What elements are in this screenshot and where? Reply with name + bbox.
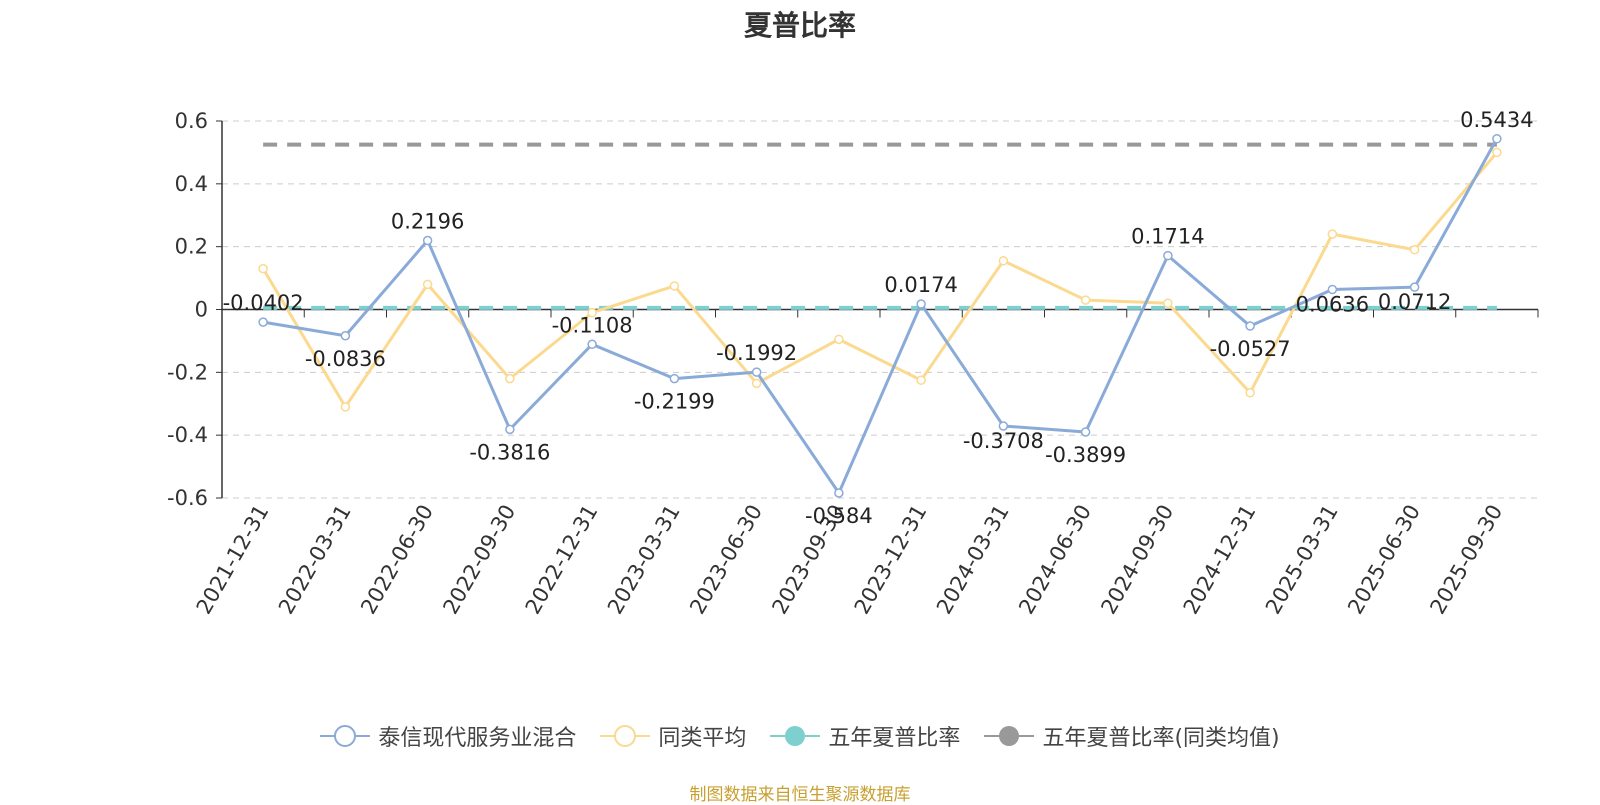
y-tick-label: 0.6 bbox=[175, 109, 208, 133]
data-label: -0.0836 bbox=[305, 347, 386, 371]
data-point-peer-average bbox=[669, 281, 680, 291]
data-label: 0.1714 bbox=[1131, 225, 1204, 249]
data-point-fund bbox=[834, 488, 844, 498]
data-label: 0.0712 bbox=[1378, 290, 1451, 314]
data-point-peer-average bbox=[1163, 298, 1173, 308]
x-tick-label: 2023-03-31 bbox=[603, 501, 685, 619]
filled-circle-line-icon bbox=[984, 726, 1035, 746]
data-point-peer-average bbox=[340, 402, 351, 412]
x-tick-label: 2021-12-31 bbox=[192, 501, 274, 619]
data-label: -0.584 bbox=[805, 504, 873, 528]
legend-item-peer[interactable]: 同类平均 bbox=[600, 720, 746, 752]
data-label: 0.0636 bbox=[1296, 293, 1369, 317]
legend-label-peer: 同类平均 bbox=[658, 726, 747, 751]
data-point-fund bbox=[1163, 250, 1173, 261]
data-point-fund bbox=[422, 235, 433, 246]
hollow-circle-line-icon bbox=[600, 725, 651, 747]
data-source-note: 制图数据来自恒生聚源数据库 bbox=[689, 785, 911, 805]
data-point-peer-average bbox=[751, 378, 762, 389]
y-tick-label: 0.4 bbox=[175, 172, 208, 196]
data-point-fund bbox=[1080, 427, 1091, 437]
data-point-peer-average bbox=[587, 307, 597, 318]
legend-item-five-year-peer[interactable]: 五年夏普比率(同类均值) bbox=[984, 720, 1280, 752]
x-tick-label: 2025-03-31 bbox=[1261, 501, 1343, 619]
series-line-peer-average bbox=[261, 151, 1499, 409]
legend-label-fund: 泰信现代服务业混合 bbox=[378, 726, 577, 751]
data-point-peer-average bbox=[505, 373, 515, 384]
y-tick-label: 0 bbox=[195, 298, 208, 322]
data-point-fund bbox=[258, 317, 268, 327]
data-label: 0.0174 bbox=[884, 273, 957, 297]
hollow-circle-line-icon bbox=[320, 725, 371, 747]
y-tick-label: 0.2 bbox=[175, 235, 208, 259]
y-tick-label: -0.2 bbox=[167, 360, 208, 384]
data-point-fund bbox=[1409, 282, 1420, 292]
x-tick-label: 2022-03-31 bbox=[274, 501, 356, 619]
data-point-peer-average bbox=[1492, 147, 1502, 158]
data-point-fund bbox=[669, 373, 680, 384]
data-point-fund bbox=[1492, 134, 1502, 144]
x-tick-label: 2022-12-31 bbox=[521, 501, 603, 619]
data-point-peer-average bbox=[834, 334, 844, 345]
series-line-fund bbox=[262, 138, 1499, 495]
data-label: -0.3708 bbox=[963, 429, 1044, 453]
data-label: 0.2196 bbox=[391, 210, 464, 234]
data-point-fund bbox=[505, 424, 515, 435]
y-tick-label: -0.6 bbox=[167, 486, 208, 510]
data-label: -0.1108 bbox=[552, 313, 633, 337]
data-point-peer-average bbox=[916, 375, 926, 385]
chart-title: 夏普比率 bbox=[743, 9, 856, 42]
data-point-fund bbox=[587, 339, 597, 350]
series-layer bbox=[258, 134, 1502, 498]
x-tick-label: 2024-03-31 bbox=[932, 501, 1014, 619]
x-tick-label: 2024-12-31 bbox=[1179, 501, 1261, 619]
data-point-peer-average bbox=[998, 256, 1009, 266]
data-point-fund bbox=[998, 421, 1009, 431]
data-label-layer: -0.0402 -0.0836 0.2196 -0.3816 -0.1108 -0.219… bbox=[223, 108, 1534, 528]
x-tick-label: 2023-06-30 bbox=[685, 501, 767, 619]
x-tick-label: 2022-09-30 bbox=[438, 501, 520, 619]
data-point-fund bbox=[751, 367, 762, 377]
legend-label-five-year: 五年夏普比率 bbox=[828, 726, 961, 751]
data-label: 0.5434 bbox=[1460, 108, 1533, 132]
data-point-fund bbox=[1245, 321, 1255, 331]
data-point-peer-average bbox=[1409, 245, 1420, 255]
data-point-peer-average bbox=[1080, 295, 1091, 305]
data-point-peer-average bbox=[258, 263, 268, 274]
filled-circle-line-icon bbox=[770, 726, 821, 746]
y-tick-label: -0.4 bbox=[167, 423, 208, 447]
data-label: -0.0402 bbox=[223, 291, 304, 315]
data-point-fund bbox=[340, 331, 351, 341]
data-label: -0.3816 bbox=[469, 440, 550, 464]
legend-label-five-year-peer: 五年夏普比率(同类均值) bbox=[1042, 726, 1280, 751]
x-tick-label: 2022-06-30 bbox=[356, 501, 438, 619]
data-point-fund bbox=[1327, 284, 1338, 295]
legend-item-fund[interactable]: 泰信现代服务业混合 bbox=[320, 720, 576, 752]
x-tick-label: 2025-06-30 bbox=[1343, 501, 1425, 619]
x-tick-label: 2024-09-30 bbox=[1096, 501, 1178, 619]
x-tick-label: 2025-09-30 bbox=[1425, 501, 1507, 619]
data-point-peer-average bbox=[422, 279, 433, 290]
x-tick-label: 2024-06-30 bbox=[1014, 501, 1096, 619]
data-point-peer-average bbox=[1327, 229, 1338, 239]
data-label: -0.2199 bbox=[634, 390, 715, 414]
data-label: -0.3899 bbox=[1045, 443, 1126, 467]
legend-item-five-year[interactable]: 五年夏普比率 bbox=[770, 720, 960, 752]
data-label: -0.1992 bbox=[716, 341, 797, 365]
data-label: -0.0527 bbox=[1210, 337, 1291, 361]
data-point-fund bbox=[916, 299, 926, 309]
legend: 泰信现代服务业混合 同类平均 五年夏普比率 五年夏普比率(同类均值) bbox=[0, 720, 1600, 752]
data-point-peer-average bbox=[1245, 388, 1255, 398]
